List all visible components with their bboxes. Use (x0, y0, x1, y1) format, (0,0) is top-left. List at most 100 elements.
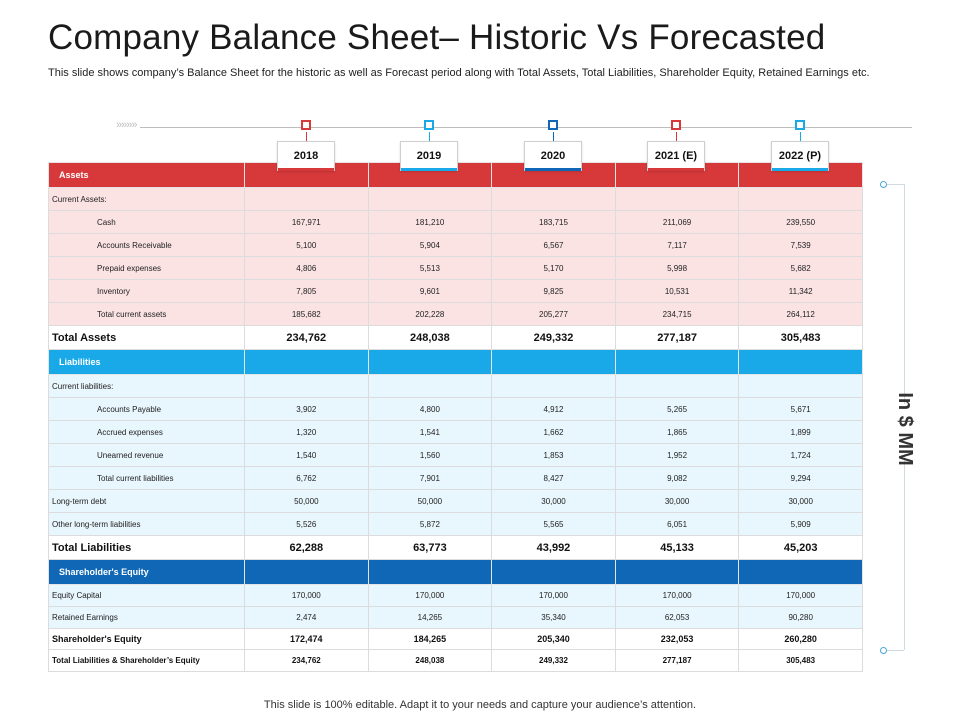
cell-value: 248,038 (367, 649, 493, 672)
cell-value: 30,000 (738, 489, 863, 513)
cell-value: 1,320 (244, 420, 369, 444)
timeline-line (140, 127, 912, 128)
year-header: 2020 (524, 141, 582, 171)
cell-value: 7,539 (738, 233, 863, 257)
row-label: Accrued expenses (48, 420, 245, 444)
row-label: Inventory (48, 279, 245, 303)
cell-value (614, 187, 740, 211)
cell-value: 8,427 (491, 466, 616, 490)
table-row: Retained Earnings 2,474 14,265 35,340 62,053… (48, 606, 863, 629)
year-label: 2020 (540, 150, 566, 162)
cell-value: 1,724 (738, 443, 863, 467)
row-label: Long-term debt (48, 489, 245, 513)
row-label: Unearned revenue (48, 443, 245, 467)
table-row: Accounts Payable 3,902 4,800 4,912 5,265 5,67… (48, 397, 863, 421)
year-header: 2018 (277, 141, 335, 171)
row-label: Other long-term liabilities (48, 512, 245, 536)
section-header-liabilities: Liabilities (48, 349, 863, 375)
cell-value: 232,053 (614, 628, 740, 650)
cell-value: 167,971 (244, 210, 369, 234)
cell-value: 63,773 (367, 535, 493, 560)
cell-value: 5,513 (367, 256, 493, 280)
bracket-dot-top (880, 181, 887, 188)
cell-value: 50,000 (244, 489, 369, 513)
year-header: 2022 (P) (771, 141, 829, 171)
unit-label: In $ MM (890, 392, 920, 466)
cell-value (367, 187, 493, 211)
cell-value: 305,483 (738, 325, 863, 350)
grand-total-row: Total Liabilities & Shareholder’s Equity… (48, 649, 863, 672)
cell-value: 6,567 (491, 233, 616, 257)
cell-value: 211,069 (614, 210, 740, 234)
page-subtitle: This slide shows company’s Balance Sheet… (48, 67, 870, 79)
cell-value: 9,294 (738, 466, 863, 490)
table-row: Inventory 7,805 9,601 9,825 10,531 11,342 (48, 279, 863, 303)
cell-value (491, 187, 616, 211)
cell-value: 5,682 (738, 256, 863, 280)
cell-value: 234,762 (244, 649, 369, 672)
cell-value: 7,805 (244, 279, 369, 303)
cell-value: 5,998 (614, 256, 740, 280)
table-row: Total current assets 185,682 202,228 205,27… (48, 302, 863, 326)
year-label: 2018 (293, 150, 319, 162)
cell-value: 62,053 (614, 606, 740, 629)
row-label: Shareholder's Equity (48, 559, 245, 585)
table-row: Other long-term liabilities 5,526 5,872 5,5… (48, 512, 863, 536)
cell-value: 183,715 (491, 210, 616, 234)
year-underline (401, 168, 457, 171)
cell-value: 1,560 (367, 443, 493, 467)
year-pin-stem (553, 132, 554, 141)
row-label: Total Liabilities (48, 535, 245, 560)
cell-value: 62,288 (244, 535, 369, 560)
cell-value: 3,902 (244, 397, 369, 421)
row-label: Liabilities (48, 349, 245, 375)
row-label: Total current liabilities (48, 466, 245, 490)
cell-value: 50,000 (367, 489, 493, 513)
cell-value: 260,280 (738, 628, 863, 650)
cell-value (738, 187, 863, 211)
balance-sheet-table: Assets Current Assets: Cash 167,971 181,210 1… (48, 162, 863, 672)
cell-value (491, 559, 616, 585)
cell-value (614, 349, 740, 375)
cell-value: 184,265 (367, 628, 493, 650)
cell-value: 277,187 (614, 325, 740, 350)
year-pin-icon (795, 120, 805, 130)
year-header: 2021 (E) (647, 141, 705, 171)
cell-value: 45,203 (738, 535, 863, 560)
cell-value: 248,038 (367, 325, 493, 350)
cell-value: 90,280 (738, 606, 863, 629)
row-label: Retained Earnings (48, 606, 245, 629)
bracket-bottom (884, 650, 904, 651)
cell-value: 14,265 (367, 606, 493, 629)
table-row: Cash 167,971 181,210 183,715 211,069 239,550 (48, 210, 863, 234)
cell-value (491, 374, 616, 398)
cell-value: 5,100 (244, 233, 369, 257)
cell-value: 1,899 (738, 420, 863, 444)
table-row: Equity Capital 170,000 170,000 170,000 170,0… (48, 584, 863, 607)
cell-value: 30,000 (491, 489, 616, 513)
cell-value: 234,762 (244, 325, 369, 350)
cell-value: 239,550 (738, 210, 863, 234)
year-underline (525, 168, 581, 171)
cell-value: 170,000 (738, 584, 863, 607)
row-label: Accounts Payable (48, 397, 245, 421)
cell-value (491, 349, 616, 375)
total-assets-row: Total Assets 234,762 248,038 249,332 277,187… (48, 325, 863, 350)
table-row: Total current liabilities 6,762 7,901 8,427… (48, 466, 863, 490)
bracket-top (884, 184, 904, 185)
cell-value: 4,800 (367, 397, 493, 421)
table-row: Accounts Receivable 5,100 5,904 6,567 7,117 7… (48, 233, 863, 257)
cell-value: 35,340 (491, 606, 616, 629)
cell-value: 5,265 (614, 397, 740, 421)
year-label: 2021 (E) (654, 150, 698, 162)
cell-value: 205,277 (491, 302, 616, 326)
cell-value: 43,992 (491, 535, 616, 560)
cell-value (738, 559, 863, 585)
year-pin-stem (676, 132, 677, 141)
cell-value (244, 559, 369, 585)
table-row: Prepaid expenses 4,806 5,513 5,170 5,998 5,68… (48, 256, 863, 280)
cell-value: 249,332 (491, 649, 616, 672)
cell-value (367, 559, 493, 585)
cell-value: 45,133 (614, 535, 740, 560)
cell-value: 1,865 (614, 420, 740, 444)
